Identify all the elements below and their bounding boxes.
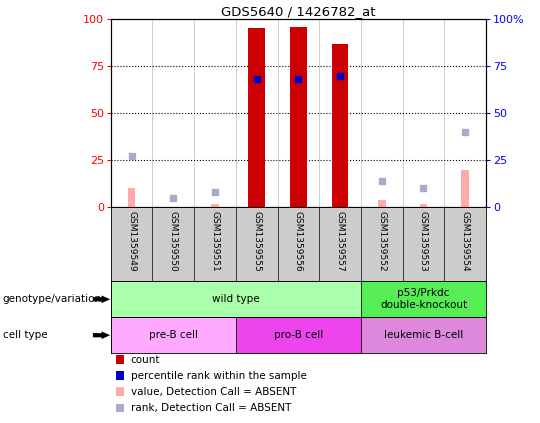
- Point: [377, 178, 386, 184]
- Text: pro-B cell: pro-B cell: [274, 330, 323, 340]
- Bar: [211, 203, 219, 207]
- Text: leukemic B-cell: leukemic B-cell: [384, 330, 463, 340]
- Bar: [111, 281, 361, 317]
- Point: [294, 76, 302, 82]
- Bar: [420, 203, 427, 207]
- Bar: [290, 27, 307, 207]
- Text: value, Detection Call = ABSENT: value, Detection Call = ABSENT: [131, 387, 296, 397]
- Text: pre-B cell: pre-B cell: [148, 330, 198, 340]
- Text: GSM1359557: GSM1359557: [335, 211, 345, 272]
- Point: [252, 76, 261, 82]
- Title: GDS5640 / 1426782_at: GDS5640 / 1426782_at: [221, 5, 376, 18]
- Bar: [361, 317, 486, 353]
- Point: [336, 72, 345, 79]
- Point: [127, 153, 136, 160]
- Text: p53/Prkdc
double-knockout: p53/Prkdc double-knockout: [380, 288, 467, 310]
- Text: GSM1359552: GSM1359552: [377, 211, 386, 272]
- Bar: [332, 44, 348, 207]
- Text: percentile rank within the sample: percentile rank within the sample: [131, 371, 307, 381]
- Text: GSM1359549: GSM1359549: [127, 211, 136, 272]
- Text: wild type: wild type: [212, 294, 260, 304]
- Point: [419, 185, 428, 192]
- Text: GSM1359554: GSM1359554: [461, 211, 470, 272]
- Text: GSM1359555: GSM1359555: [252, 211, 261, 272]
- Bar: [361, 281, 486, 317]
- Text: cell type: cell type: [3, 330, 48, 340]
- Point: [169, 195, 178, 201]
- Bar: [128, 189, 136, 207]
- Text: GSM1359550: GSM1359550: [168, 211, 178, 272]
- Point: [211, 189, 219, 195]
- Text: rank, Detection Call = ABSENT: rank, Detection Call = ABSENT: [131, 403, 291, 413]
- Bar: [378, 200, 386, 207]
- Point: [461, 129, 469, 135]
- Text: GSM1359553: GSM1359553: [419, 211, 428, 272]
- Text: GSM1359551: GSM1359551: [211, 211, 219, 272]
- Bar: [248, 28, 265, 207]
- Bar: [111, 317, 236, 353]
- Bar: [236, 317, 361, 353]
- Text: count: count: [131, 354, 160, 365]
- Text: genotype/variation: genotype/variation: [3, 294, 102, 304]
- Bar: [461, 170, 469, 207]
- Text: GSM1359556: GSM1359556: [294, 211, 303, 272]
